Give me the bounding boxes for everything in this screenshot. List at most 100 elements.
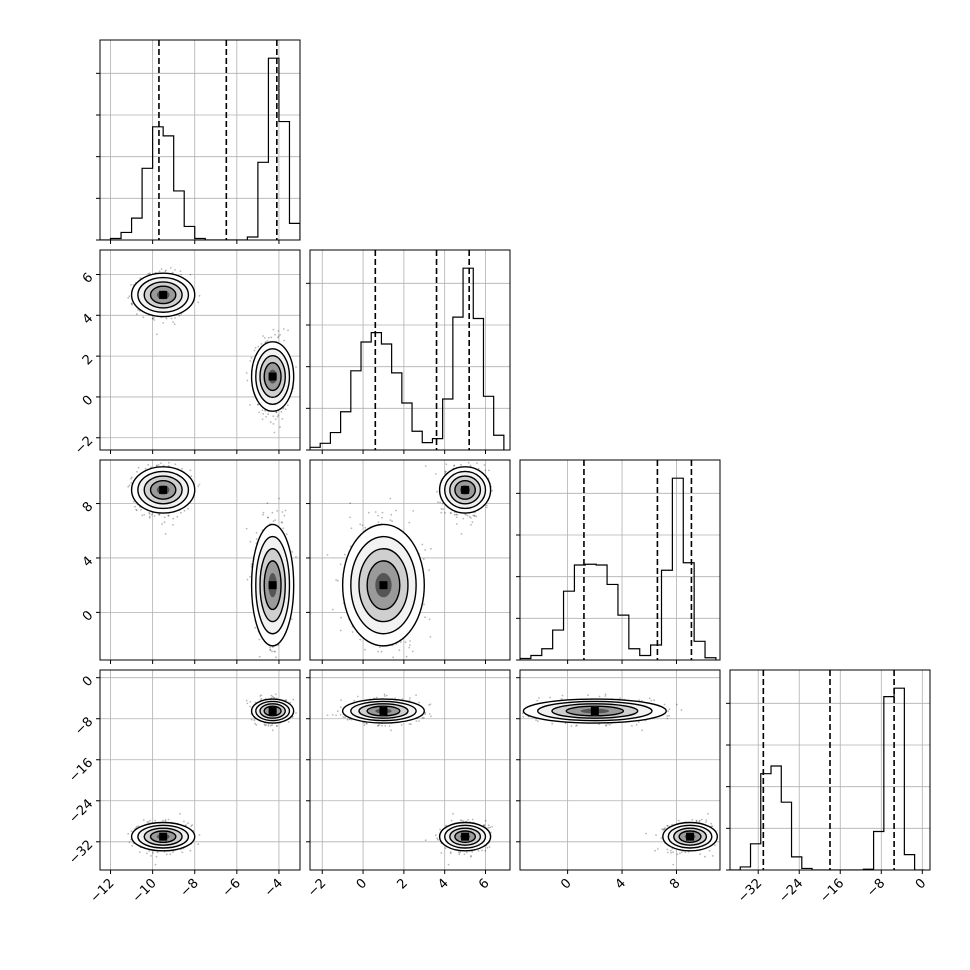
scatter-point (258, 638, 261, 641)
panel-frame (309, 249, 511, 451)
scatter-point (475, 515, 478, 518)
scatter-point (471, 521, 474, 524)
density-peak (159, 290, 168, 299)
scatter-point (189, 469, 192, 472)
scatter-point (137, 309, 140, 311)
scatter-point (174, 317, 176, 319)
scatter-point (169, 267, 172, 269)
density-peak (268, 581, 277, 590)
scatter-point (127, 297, 130, 299)
scatter-point (377, 650, 379, 653)
scatter-point (374, 511, 377, 513)
scatter-point (130, 476, 133, 479)
scatter-point (422, 558, 425, 560)
scatter-point (287, 329, 289, 332)
scatter-point (440, 511, 443, 514)
scatter-point (272, 646, 274, 648)
scatter-point (368, 511, 370, 514)
scatter-point (249, 540, 252, 543)
scatter-point (250, 563, 253, 566)
scatter-point (165, 269, 167, 272)
scatter-point (331, 608, 334, 611)
y-tick-label: 0 (80, 393, 96, 409)
scatter-point (485, 506, 488, 509)
scatter-point (269, 646, 271, 649)
scatter-point (350, 527, 353, 530)
scatter-point (266, 502, 269, 505)
scatter-point (272, 520, 275, 523)
scatter-point (130, 302, 133, 305)
scatter-point (266, 340, 269, 342)
scatter-point (174, 269, 176, 271)
scatter-point (291, 551, 294, 553)
scatter-point (174, 463, 177, 466)
scatter-point (430, 547, 432, 550)
scatter-point (263, 337, 266, 339)
scatter-point (491, 489, 493, 492)
histogram-0 (100, 57, 300, 240)
scatter-point (408, 646, 411, 649)
scatter-point (150, 513, 153, 516)
scatter-point (179, 270, 182, 272)
panel-1-1 (306, 249, 511, 454)
scatter-point (267, 413, 269, 416)
scatter-point (275, 656, 277, 659)
scatter-point (167, 465, 170, 467)
scatter-point (167, 514, 170, 517)
histogram-1 (310, 267, 505, 450)
panel-2-2 (516, 459, 721, 664)
scatter-point (389, 497, 392, 500)
scatter-point (295, 366, 297, 368)
scatter-point (258, 411, 261, 414)
scatter-point (424, 465, 427, 467)
scatter-point (473, 514, 476, 517)
scatter-point (468, 515, 471, 518)
scatter-point (178, 314, 181, 317)
scatter-point (326, 554, 329, 556)
scatter-point (172, 517, 175, 520)
scatter-point (444, 472, 447, 474)
scatter-point (351, 631, 354, 633)
scatter-point (282, 407, 285, 410)
scatter-point (405, 655, 408, 658)
scatter-point (261, 418, 264, 421)
scatter-point (152, 317, 154, 320)
scatter-point (267, 516, 269, 519)
scatter-point (279, 426, 281, 429)
scatter-point (262, 511, 265, 514)
y-tick-label: 2 (80, 352, 96, 368)
scatter-point (272, 415, 275, 418)
scatter-point (349, 516, 351, 519)
scatter-point (134, 505, 136, 508)
scatter-point (172, 321, 175, 323)
scatter-point (409, 644, 411, 646)
scatter-point (164, 533, 167, 535)
scatter-point (488, 469, 490, 472)
scatter-point (171, 271, 174, 274)
scatter-point (137, 466, 140, 469)
scatter-point (380, 650, 383, 653)
scatter-point (460, 456, 462, 458)
scatter-point (160, 462, 162, 465)
panel-frame (309, 459, 511, 661)
scatter-point (279, 334, 281, 336)
scatter-point (408, 521, 411, 524)
scatter-point (339, 563, 342, 566)
scatter-point (143, 513, 146, 516)
scatter-point (158, 270, 161, 273)
density-peak (461, 485, 470, 494)
scatter-point (274, 418, 277, 421)
scatter-point (284, 509, 287, 512)
scatter-point (155, 465, 158, 467)
scatter-point (361, 524, 364, 527)
scatter-point (180, 273, 183, 276)
panel-3-0: −12 −10 −8 −6 −4−32−24−16−80 (66, 669, 301, 906)
scatter-point (450, 512, 452, 515)
scatter-point (272, 423, 275, 425)
scatter-point (270, 663, 272, 665)
scatter-point (459, 457, 461, 459)
scatter-point (423, 603, 425, 606)
scatter-point (246, 578, 249, 581)
scatter-point (276, 415, 279, 418)
scatter-point (269, 421, 272, 424)
